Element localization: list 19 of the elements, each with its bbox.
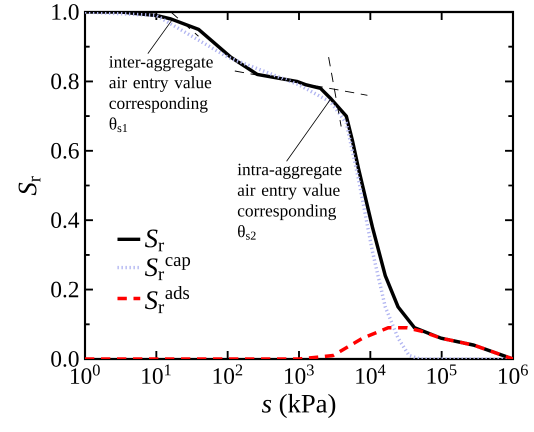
legend-label: S$_{r}$cap: [144, 257, 190, 280]
y-axis-title: S$_{r}$: [18, 176, 40, 196]
x-tick-label: 10$^{1}$: [142, 364, 171, 384]
y-tick-label: 0.8: [51, 73, 79, 90]
annotation: intra-aggregate air entry value corresponding θ$_{s2}$: [238, 164, 342, 240]
y-tick-label: 0.0: [51, 351, 79, 367]
y-tick-label: 0.2: [51, 282, 78, 298]
x-tick-label: 10$^{2}$: [214, 364, 242, 384]
x-tick-label: 10$^{3}$: [284, 364, 314, 384]
y-tick-label: 0.4: [51, 212, 80, 228]
x-axis-title: s (kPa): [262, 394, 336, 418]
y-tick-label: 1.0: [52, 4, 79, 20]
annotation: inter-aggregate air entry value corresponding θ$_{s1}$: [109, 56, 213, 132]
legend-label: S$_{r}$ads: [144, 286, 190, 314]
x-tick-label: 10$^{6}$: [498, 364, 528, 384]
y-tick-label: 0.6: [51, 142, 79, 159]
legend-label: S$_{r}$: [144, 229, 164, 252]
x-tick-label: 10$^{4}$: [356, 364, 386, 384]
x-tick-label: 10$^{5}$: [428, 364, 456, 384]
